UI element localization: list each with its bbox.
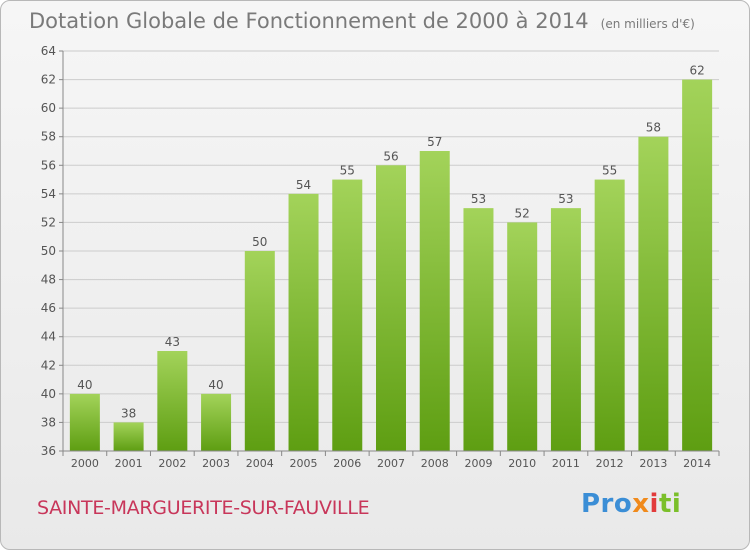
x-axis: 2000 2001 2002 2003 2004 2005 2006 2007 2008 2009… <box>62 450 720 470</box>
bar <box>244 251 275 451</box>
data-label: 58 <box>646 121 661 135</box>
x-tick-label: 2008 <box>421 457 449 470</box>
bar <box>463 208 494 451</box>
x-tick-label: 2006 <box>333 457 361 470</box>
logo-part-1: Pro <box>581 489 633 519</box>
logo-part-3: i <box>649 489 659 519</box>
bar <box>682 79 713 452</box>
bar <box>376 165 406 452</box>
y-tick-label: 46 <box>41 301 56 315</box>
bar <box>332 179 363 452</box>
bar <box>419 151 450 451</box>
data-label: 52 <box>515 206 530 220</box>
bar <box>157 351 188 451</box>
bar <box>594 179 625 452</box>
x-tick-label: 2011 <box>552 457 580 470</box>
data-label: 54 <box>296 178 311 192</box>
y-tick-label: 52 <box>41 215 56 229</box>
x-tick-label: 2009 <box>464 457 492 470</box>
data-label: 53 <box>558 192 573 206</box>
x-tick-label: 2003 <box>202 457 230 470</box>
bars <box>69 79 713 452</box>
y-axis: 36 38 40 42 44 46 48 50 52 54 56 58 60 62 64 <box>41 44 64 458</box>
x-tick-label: 2000 <box>71 457 99 470</box>
data-label: 55 <box>340 164 355 178</box>
y-tick-label: 64 <box>41 44 56 58</box>
data-label: 40 <box>208 378 223 392</box>
x-tick-label: 2012 <box>596 457 624 470</box>
data-label: 40 <box>77 378 92 392</box>
bar <box>507 222 538 451</box>
x-tick-label: 2001 <box>115 457 143 470</box>
y-tick-label: 54 <box>41 187 56 201</box>
chart-title-block: Dotation Globale de Fonctionnement de 20… <box>29 9 695 33</box>
x-tick-label: 2013 <box>639 457 667 470</box>
y-tick-label: 36 <box>41 444 56 458</box>
proxiti-logo[interactable]: Proxiti <box>581 489 681 519</box>
y-tick-label: 48 <box>41 273 56 287</box>
data-label: 57 <box>427 135 442 149</box>
logo-part-4: ti <box>658 489 682 519</box>
x-tick-label: 2010 <box>508 457 536 470</box>
y-tick-label: 62 <box>41 73 56 87</box>
y-tick-label: 38 <box>41 415 56 429</box>
data-label: 50 <box>252 235 267 249</box>
y-tick-label: 42 <box>41 358 56 372</box>
x-tick-label: 2002 <box>158 457 186 470</box>
bar <box>550 208 581 451</box>
data-label: 55 <box>602 164 617 178</box>
data-label: 43 <box>165 335 180 349</box>
y-tick-label: 58 <box>41 130 56 144</box>
bar <box>113 422 144 451</box>
x-tick-label: 2004 <box>246 457 274 470</box>
data-label: 53 <box>471 192 486 206</box>
y-tick-label: 60 <box>41 101 56 115</box>
y-tick-label: 44 <box>41 330 56 344</box>
commune-name: SAINTE-MARGUERITE-SUR-FAUVILLE <box>37 497 370 519</box>
y-tick-label: 56 <box>41 158 56 172</box>
chart-title: Dotation Globale de Fonctionnement de 20… <box>29 9 589 33</box>
y-tick-label: 40 <box>41 387 56 401</box>
bar <box>201 393 232 451</box>
data-label: 62 <box>689 64 704 78</box>
x-tick-label: 2007 <box>377 457 405 470</box>
x-tick-label: 2005 <box>290 457 318 470</box>
chart-unit: (en milliers d'€) <box>600 17 695 31</box>
bar <box>69 393 100 451</box>
data-labels: 40 38 43 40 50 54 55 56 57 53 52 53 55 58 62 <box>77 64 705 421</box>
data-label: 56 <box>383 149 398 163</box>
x-tick-label: 2014 <box>683 457 711 470</box>
y-tick-label: 50 <box>41 244 56 258</box>
bar <box>288 193 319 451</box>
data-label: 38 <box>121 406 136 420</box>
logo-part-2: x <box>632 489 650 519</box>
bar <box>638 136 669 451</box>
